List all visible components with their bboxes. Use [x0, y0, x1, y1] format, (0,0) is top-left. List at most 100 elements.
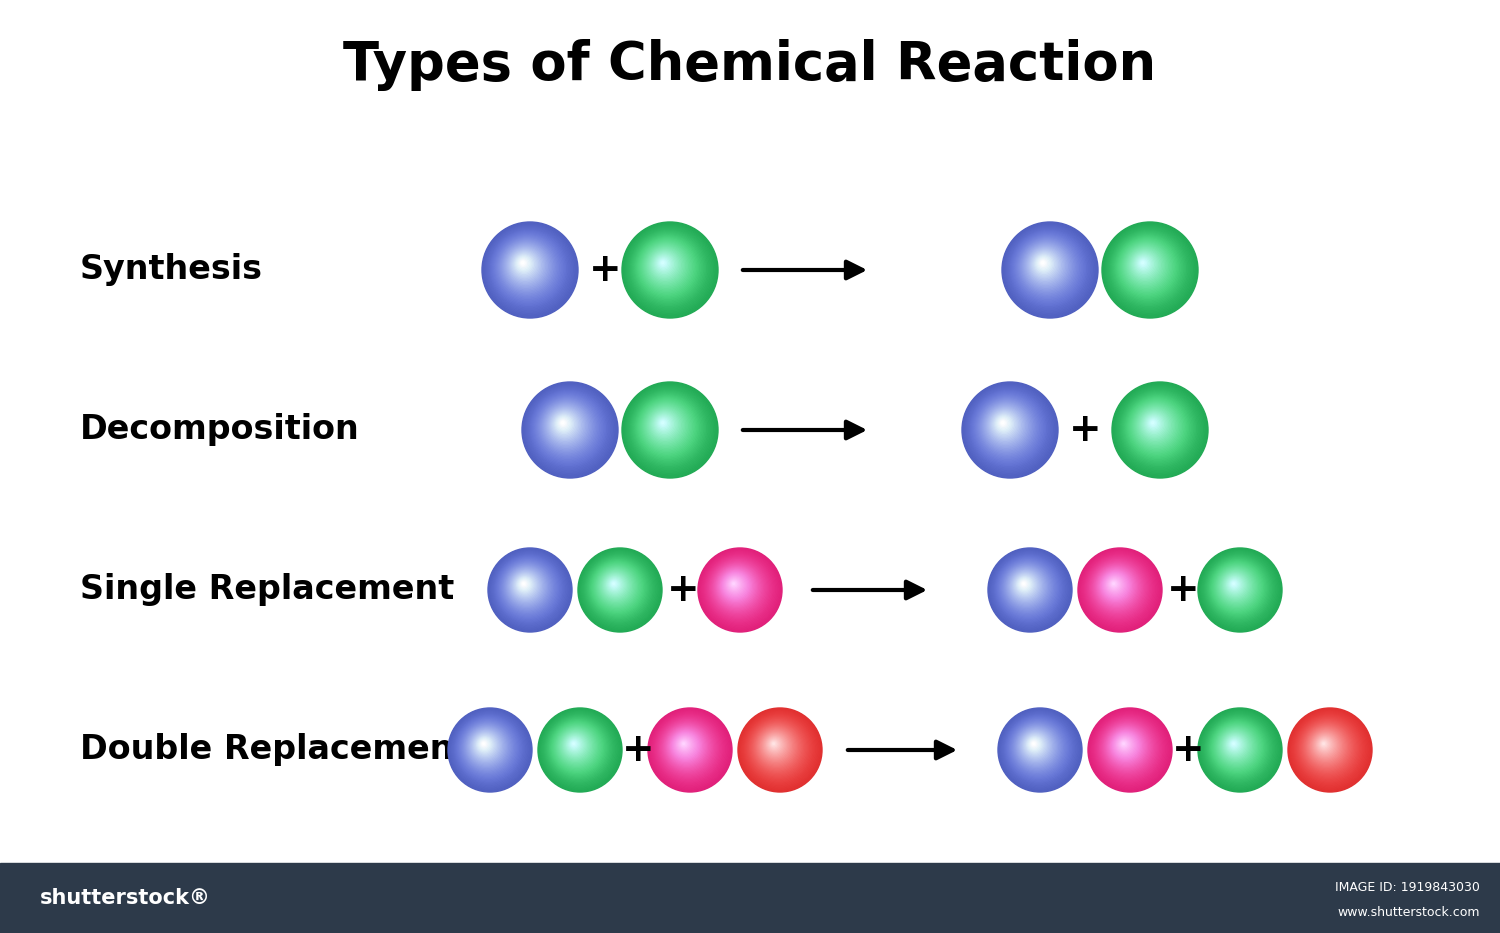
Ellipse shape: [1002, 222, 1098, 318]
Ellipse shape: [622, 222, 718, 318]
Ellipse shape: [1136, 256, 1152, 272]
Ellipse shape: [1106, 576, 1125, 594]
Ellipse shape: [1113, 383, 1206, 477]
Ellipse shape: [1014, 724, 1060, 770]
Ellipse shape: [711, 561, 765, 615]
Ellipse shape: [766, 736, 783, 753]
Ellipse shape: [1022, 581, 1028, 587]
Ellipse shape: [1142, 261, 1144, 265]
Ellipse shape: [664, 725, 710, 769]
Ellipse shape: [1086, 556, 1150, 621]
Ellipse shape: [524, 384, 615, 475]
Ellipse shape: [1119, 238, 1176, 296]
Ellipse shape: [626, 225, 714, 313]
Ellipse shape: [1014, 574, 1036, 597]
Ellipse shape: [516, 257, 531, 271]
Ellipse shape: [1304, 723, 1352, 772]
Ellipse shape: [1137, 257, 1150, 271]
Ellipse shape: [1002, 422, 1004, 424]
Ellipse shape: [1122, 392, 1194, 464]
Ellipse shape: [675, 735, 696, 756]
Ellipse shape: [642, 243, 690, 290]
Ellipse shape: [1131, 401, 1182, 452]
Ellipse shape: [592, 563, 642, 613]
Ellipse shape: [560, 419, 568, 428]
Ellipse shape: [1232, 581, 1238, 587]
Ellipse shape: [1013, 722, 1062, 773]
Ellipse shape: [1198, 549, 1281, 631]
Ellipse shape: [988, 409, 1022, 442]
Ellipse shape: [1218, 568, 1254, 604]
Ellipse shape: [1122, 242, 1172, 292]
Ellipse shape: [1102, 573, 1128, 598]
Ellipse shape: [1320, 739, 1329, 749]
Ellipse shape: [1216, 566, 1257, 606]
Ellipse shape: [1029, 248, 1062, 282]
Ellipse shape: [657, 417, 670, 431]
Ellipse shape: [1312, 733, 1338, 758]
Ellipse shape: [984, 405, 1028, 448]
Ellipse shape: [1016, 726, 1058, 768]
Ellipse shape: [1224, 734, 1246, 757]
Ellipse shape: [759, 730, 794, 763]
Ellipse shape: [1029, 739, 1039, 749]
Ellipse shape: [975, 395, 1041, 461]
Ellipse shape: [741, 711, 819, 788]
Ellipse shape: [561, 421, 566, 425]
Ellipse shape: [1138, 409, 1172, 442]
Ellipse shape: [1131, 252, 1158, 278]
Ellipse shape: [650, 410, 681, 440]
Ellipse shape: [660, 720, 716, 775]
Ellipse shape: [1020, 580, 1028, 588]
Ellipse shape: [1208, 557, 1270, 620]
Ellipse shape: [651, 411, 680, 439]
Ellipse shape: [1107, 227, 1191, 311]
Ellipse shape: [1013, 232, 1084, 304]
Ellipse shape: [1094, 564, 1140, 610]
Ellipse shape: [1080, 550, 1160, 630]
Ellipse shape: [672, 732, 699, 759]
Ellipse shape: [606, 576, 624, 594]
Ellipse shape: [1204, 716, 1272, 782]
Ellipse shape: [1088, 708, 1172, 792]
Ellipse shape: [645, 244, 687, 287]
Ellipse shape: [650, 250, 681, 281]
Ellipse shape: [1007, 226, 1092, 313]
Ellipse shape: [772, 743, 774, 745]
Ellipse shape: [1017, 236, 1078, 299]
Ellipse shape: [1216, 727, 1257, 766]
Ellipse shape: [1208, 717, 1270, 780]
Ellipse shape: [546, 406, 586, 446]
Ellipse shape: [501, 241, 554, 293]
Ellipse shape: [1126, 246, 1164, 285]
Ellipse shape: [1209, 560, 1266, 616]
Ellipse shape: [1122, 742, 1126, 745]
Ellipse shape: [988, 548, 1072, 632]
Ellipse shape: [1102, 722, 1152, 773]
Ellipse shape: [642, 242, 692, 292]
Ellipse shape: [624, 384, 716, 475]
Ellipse shape: [1007, 566, 1047, 606]
Ellipse shape: [1110, 579, 1119, 590]
Ellipse shape: [524, 583, 525, 585]
Ellipse shape: [1140, 410, 1170, 440]
Ellipse shape: [1030, 251, 1059, 279]
Ellipse shape: [1013, 572, 1040, 599]
Ellipse shape: [1203, 713, 1276, 786]
Ellipse shape: [730, 580, 738, 588]
Ellipse shape: [1002, 713, 1076, 786]
Ellipse shape: [753, 723, 801, 772]
Ellipse shape: [1026, 245, 1066, 286]
Ellipse shape: [1100, 569, 1132, 603]
Ellipse shape: [1203, 553, 1275, 625]
Ellipse shape: [513, 254, 535, 275]
Ellipse shape: [1104, 574, 1126, 597]
Ellipse shape: [1084, 554, 1154, 623]
Ellipse shape: [1011, 720, 1065, 775]
Ellipse shape: [1013, 573, 1038, 598]
Ellipse shape: [680, 740, 688, 748]
Ellipse shape: [504, 244, 549, 289]
Ellipse shape: [1008, 717, 1068, 779]
Ellipse shape: [525, 385, 614, 474]
Ellipse shape: [494, 233, 562, 302]
